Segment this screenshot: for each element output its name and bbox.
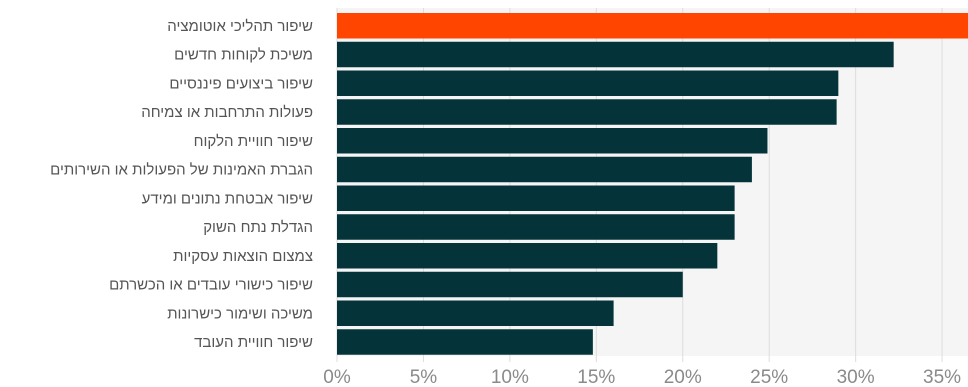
x-tick-label: 25%	[750, 367, 788, 387]
bar	[337, 156, 752, 183]
category-label: משיכת לקוחות חדשים	[174, 47, 313, 64]
x-tick-labels: 0% 5% 10% 15% 20% 25% 30% 35%	[323, 367, 961, 387]
x-tick-label: 35%	[923, 367, 961, 387]
category-label: שיפור אבטחת נתונים ומידע	[142, 190, 313, 207]
bars	[337, 13, 968, 355]
bar	[337, 128, 768, 154]
category-label: שיפור תהליכי אוטומציה	[167, 18, 313, 35]
x-tick-label: 5%	[410, 367, 438, 387]
x-tick-label: 15%	[577, 367, 615, 387]
bar	[337, 214, 735, 240]
bar	[337, 13, 968, 39]
category-label: הגברת האמינות של הפעולות או השירותים	[50, 162, 313, 179]
x-tick-label: 0%	[323, 367, 351, 387]
bar	[337, 70, 839, 96]
x-tick-label: 10%	[491, 367, 529, 387]
bar	[337, 185, 735, 211]
x-tick-label: 30%	[837, 367, 875, 387]
bar	[337, 300, 614, 326]
category-label: שיפור חוויית הלקוח	[194, 133, 313, 150]
category-label: צמצום הוצאות עסקיות	[173, 248, 313, 265]
category-label: הגדלת נתח השוק	[203, 219, 313, 236]
category-label: שיפור ביצועים פיננסיים	[169, 75, 313, 92]
bar	[337, 41, 894, 68]
bar	[337, 99, 837, 125]
category-label: שיפור חוויית העובד	[194, 334, 313, 351]
category-label: פעולות התרחבות או צמיחה	[141, 104, 313, 121]
x-tick-label: 20%	[664, 367, 702, 387]
bar	[337, 271, 683, 298]
bar	[337, 329, 593, 355]
bar	[337, 243, 718, 269]
category-label: משיכה ושימור כישרונות	[167, 305, 313, 322]
category-label: שיפור כישורי עובדים או הכשרתם	[109, 277, 313, 294]
category-labels: שיפור תהליכי אוטומציה משיכת לקוחות חדשים ש…	[50, 18, 313, 351]
